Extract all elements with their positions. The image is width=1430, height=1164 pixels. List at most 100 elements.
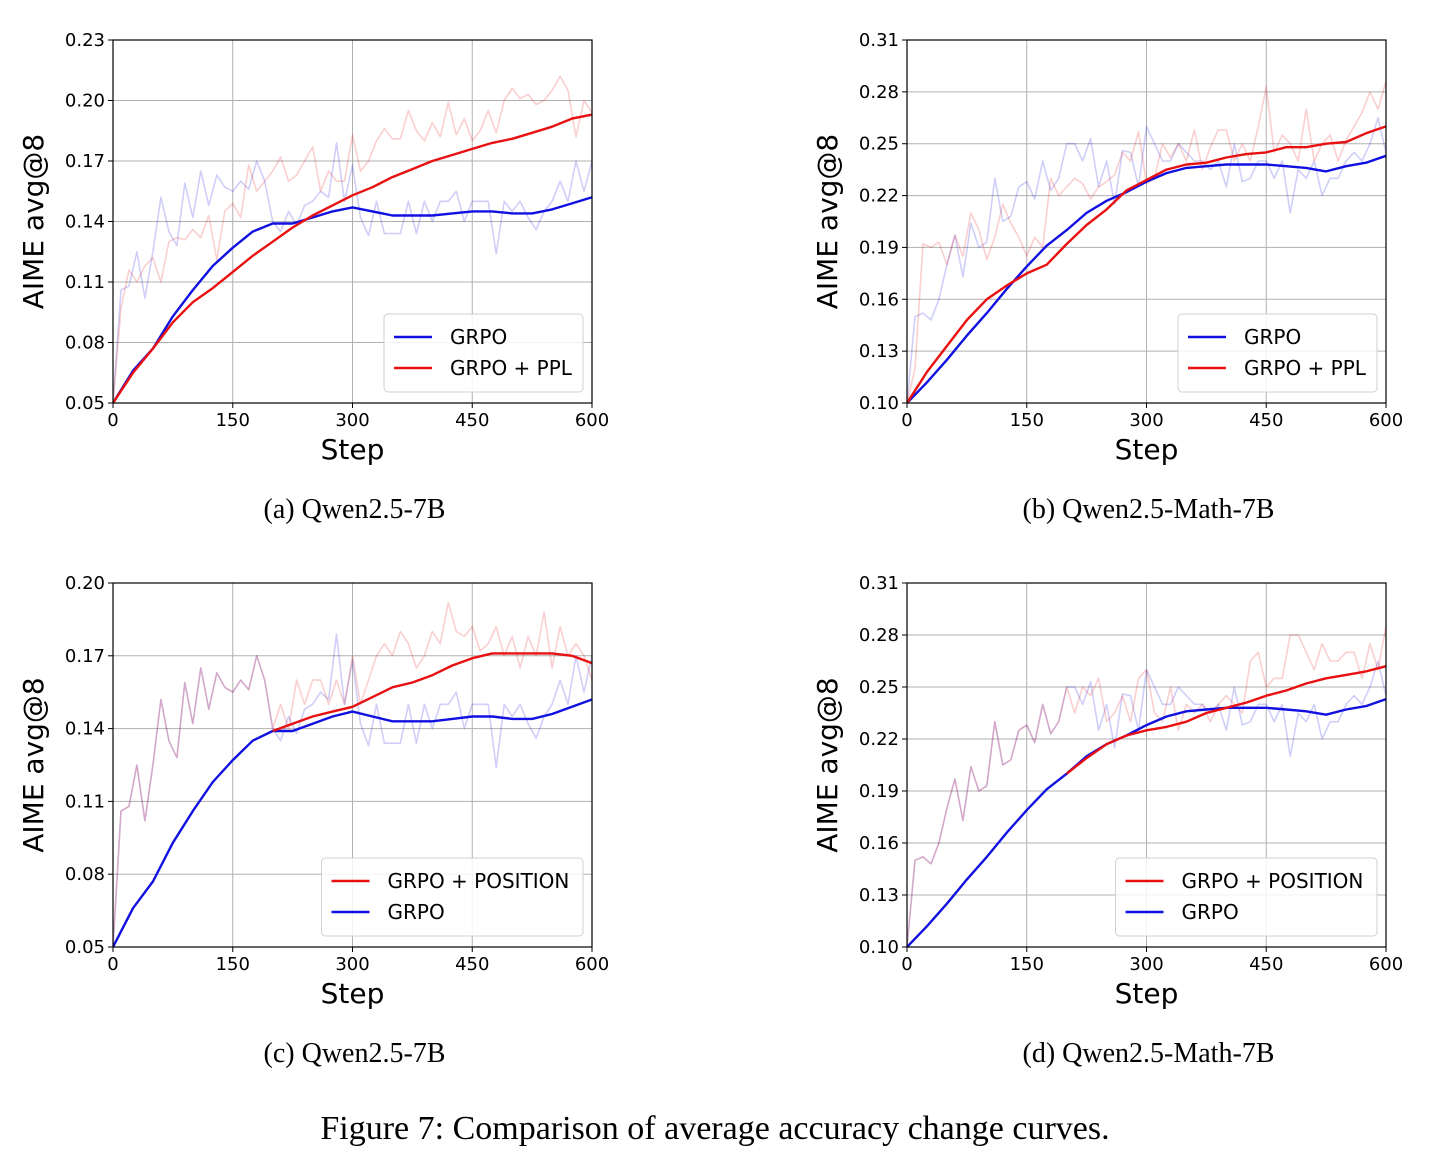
y-tick-label: 0.22 (859, 729, 899, 750)
smoothed-series-line (113, 196, 592, 403)
legend-entry: GRPO + POSITION (1182, 869, 1364, 893)
legend-box (1177, 313, 1378, 393)
y-tick-label: 0.08 (65, 333, 105, 354)
y-tick-label: 0.20 (65, 91, 105, 112)
plot-frame (112, 582, 593, 948)
y-tick-label: 0.17 (65, 646, 105, 667)
subfigure-caption: (d) Qwen2.5-Math-7B (1023, 1038, 1275, 1069)
x-axis-label: Step (321, 433, 385, 466)
y-tick-label: 0.16 (859, 289, 899, 310)
y-axis-label: AIME avg@8 (17, 134, 50, 309)
smoothed-series-line (1065, 665, 1386, 775)
legend-box (1115, 857, 1378, 937)
legend-box (383, 313, 584, 393)
y-tick-label: 0.20 (65, 573, 105, 594)
y-tick-label: 0.14 (65, 719, 105, 740)
y-tick-label: 0.11 (65, 272, 105, 293)
x-tick-label: 300 (1129, 954, 1163, 975)
y-tick-label: 0.28 (859, 82, 899, 103)
y-tick-label: 0.22 (859, 186, 899, 207)
x-tick-label: 600 (575, 410, 609, 431)
y-tick-label: 0.13 (859, 885, 899, 906)
plot-frame (112, 39, 593, 404)
y-axis-label: AIME avg@8 (811, 134, 844, 309)
x-tick-label: 150 (1010, 410, 1044, 431)
x-tick-label: 0 (107, 954, 118, 975)
x-tick-label: 0 (107, 410, 118, 431)
subfigure-caption: (a) Qwen2.5-7B (264, 494, 446, 525)
y-tick-label: 0.31 (859, 30, 899, 51)
raw-series-line (113, 633, 592, 947)
y-tick-label: 0.16 (859, 833, 899, 854)
x-tick-label: 0 (901, 954, 912, 975)
raw-series-line (907, 626, 1386, 947)
legend-entry: GRPO (450, 325, 507, 349)
raw-series-line (907, 117, 1386, 403)
y-tick-label: 0.25 (859, 677, 899, 698)
x-tick-label: 450 (1249, 954, 1283, 975)
subfigure-caption: (b) Qwen2.5-Math-7B (1023, 494, 1275, 525)
x-tick-label: 600 (575, 954, 609, 975)
y-tick-label: 0.19 (859, 237, 899, 258)
x-axis-label: Step (321, 977, 385, 1010)
y-tick-label: 0.19 (859, 781, 899, 802)
x-tick-label: 450 (1249, 410, 1283, 431)
smoothed-series-line (907, 125, 1386, 403)
chart-panel-c: 0 150 300 450 600 0.05 0.08 0.11 0.14 0.17 0.20 Ste… (17, 573, 609, 1069)
x-axis-label: Step (1115, 977, 1179, 1010)
y-tick-label: 0.31 (859, 573, 899, 594)
plot-frame (906, 582, 1387, 948)
x-tick-label: 300 (335, 410, 369, 431)
legend-entry: GRPO + PPL (450, 356, 573, 380)
legend-box (321, 857, 584, 937)
x-tick-label: 150 (216, 410, 250, 431)
plot-frame (906, 39, 1387, 404)
x-tick-label: 0 (901, 410, 912, 431)
y-axis-label: AIME avg@8 (17, 677, 50, 852)
legend-entry: GRPO (1244, 325, 1301, 349)
y-tick-label: 0.10 (859, 393, 899, 414)
x-tick-label: 150 (216, 954, 250, 975)
x-tick-label: 450 (455, 954, 489, 975)
y-tick-label: 0.13 (859, 341, 899, 362)
y-tick-label: 0.23 (65, 30, 105, 51)
chart-panel-a: 0 150 300 450 600 0.05 0.08 0.11 0.14 0.17 0.20 0.2… (17, 30, 609, 525)
chart-panel-b: 0 150 300 450 600 0.10 0.13 0.16 0.19 0.22 0.25 0.2… (811, 30, 1403, 525)
y-tick-label: 0.08 (65, 864, 105, 885)
raw-series-line (113, 75, 592, 403)
legend: GRPO GRPO + PPL (1177, 313, 1378, 393)
y-tick-label: 0.05 (65, 937, 105, 958)
smoothed-series-line (113, 698, 592, 947)
x-tick-label: 450 (455, 410, 489, 431)
subfigure-caption: (c) Qwen2.5-7B (264, 1038, 446, 1069)
x-axis-label: Step (1115, 433, 1179, 466)
raw-series-line (113, 142, 592, 403)
legend-entry: GRPO (388, 900, 445, 924)
legend-entry: GRPO + POSITION (388, 869, 570, 893)
legend: GRPO + POSITION GRPO (1115, 857, 1378, 937)
raw-series-line (907, 660, 1386, 947)
figure-caption: Figure 7: Comparison of average accuracy… (320, 1110, 1109, 1147)
y-tick-label: 0.05 (65, 393, 105, 414)
legend-entry: GRPO (1182, 900, 1239, 924)
legend: GRPO + POSITION GRPO (321, 857, 584, 937)
y-tick-label: 0.10 (859, 937, 899, 958)
chart-panel-d: 0 150 300 450 600 0.10 0.13 0.16 0.19 0.22 0.25 0.2… (811, 573, 1403, 1069)
x-tick-label: 150 (1010, 954, 1044, 975)
smoothed-series-line (272, 652, 592, 733)
x-tick-label: 300 (335, 954, 369, 975)
y-tick-label: 0.17 (65, 151, 105, 172)
raw-series-line (113, 601, 592, 947)
y-tick-label: 0.14 (65, 212, 105, 233)
y-axis-label: AIME avg@8 (811, 677, 844, 852)
y-tick-label: 0.28 (859, 625, 899, 646)
legend: GRPO GRPO + PPL (383, 313, 584, 393)
x-tick-label: 600 (1369, 954, 1403, 975)
raw-series-line (907, 81, 1386, 403)
smoothed-series-line (907, 697, 1386, 947)
legend-entry: GRPO + PPL (1244, 356, 1367, 380)
smoothed-series-line (907, 154, 1386, 403)
y-tick-label: 0.25 (859, 134, 899, 155)
x-tick-label: 300 (1129, 410, 1163, 431)
